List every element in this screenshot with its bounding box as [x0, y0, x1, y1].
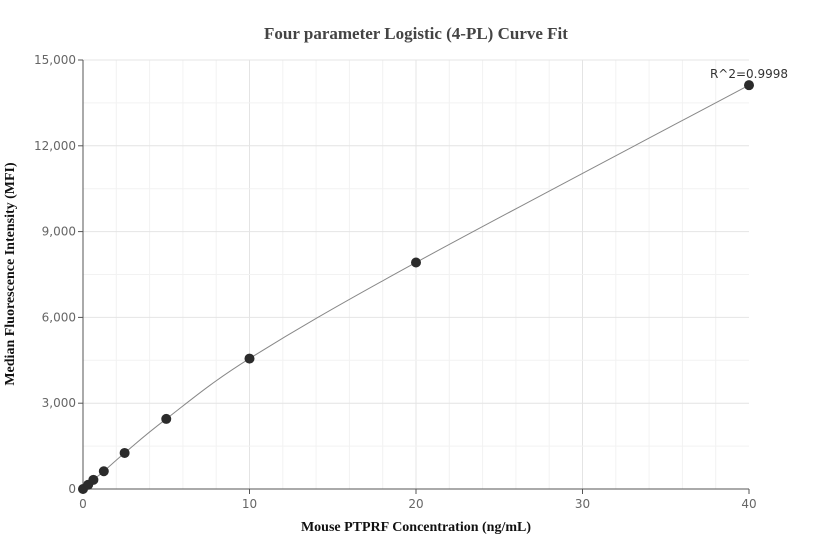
data-point: [119, 447, 130, 458]
data-point: [744, 80, 754, 91]
data-point: [161, 413, 172, 424]
y-tick-label: 9,000: [42, 225, 76, 239]
x-tick-label: 30: [575, 497, 590, 511]
axes: 0 10 20 30 40 0 3,000 6,000 9,000 12,000 15,000: [34, 53, 757, 511]
x-axis-label: Mouse PTPRF Concentration (ng/mL): [301, 520, 531, 535]
data-points: [78, 80, 754, 494]
x-tick-label: 40: [741, 497, 756, 511]
x-tick-label: 10: [242, 497, 257, 511]
grid: [83, 59, 749, 489]
x-tick-label: 20: [408, 497, 423, 511]
y-tick-label: 3,000: [42, 396, 76, 410]
y-axis-label: Median Fluorescence Intensity (MFI): [3, 162, 18, 386]
data-point: [88, 474, 99, 485]
y-tick-label: 6,000: [42, 310, 76, 324]
y-tick-label: 0: [68, 482, 76, 496]
data-point: [244, 353, 255, 364]
y-tick-label: 15,000: [34, 53, 76, 67]
r-squared-annotation: R^2=0.9998: [710, 67, 788, 81]
y-tick-label: 12,000: [34, 139, 76, 153]
data-point: [98, 466, 109, 477]
chart-title: Four parameter Logistic (4-PL) Curve Fit: [264, 24, 568, 43]
data-point: [411, 257, 421, 268]
x-tick-label: 0: [79, 497, 87, 511]
